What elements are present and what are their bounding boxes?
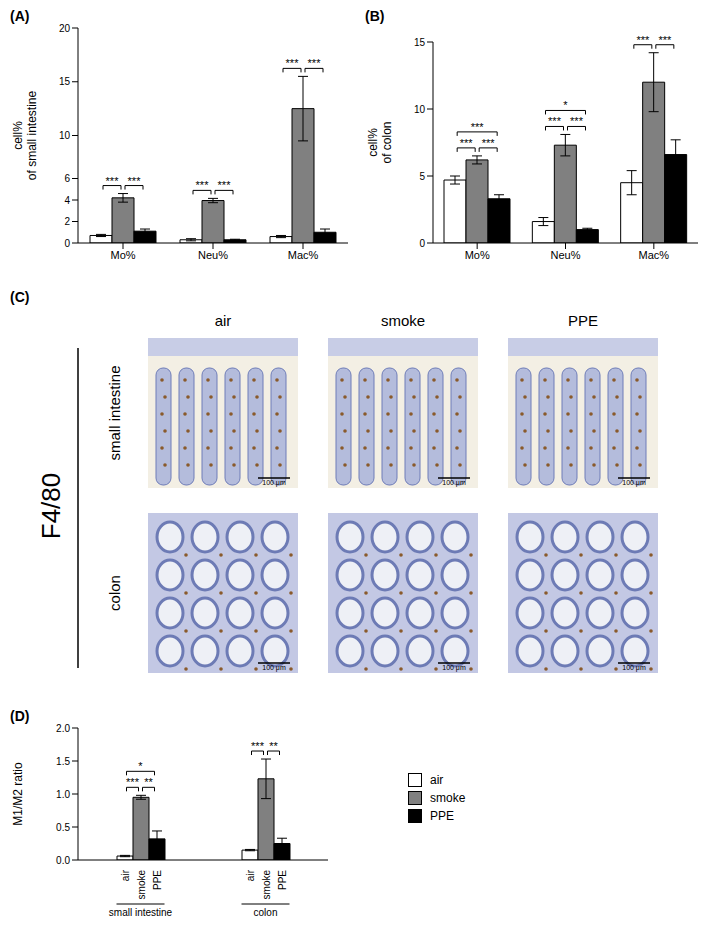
html-text:PPE: PPE (430, 809, 454, 823)
svg-text:2: 2 (64, 216, 70, 227)
svg-text:(D): (D) (10, 708, 29, 724)
svg-text:Mac%: Mac% (288, 249, 319, 261)
svg-text:***: *** (126, 776, 140, 788)
svg-text:PPE: PPE (568, 312, 598, 329)
svg-text:15: 15 (59, 76, 71, 87)
svg-text:20: 20 (59, 23, 71, 34)
svg-text:***: *** (308, 57, 322, 69)
svg-text:0.5: 0.5 (56, 822, 70, 833)
html-text:smoke: smoke (430, 791, 466, 805)
svg-text:0.0: 0.0 (56, 855, 70, 866)
svg-text:(C): (C) (10, 289, 29, 305)
svg-text:air: air (120, 869, 131, 881)
svg-text:cell%: cell% (366, 128, 380, 157)
svg-text:(A): (A) (10, 8, 29, 24)
svg-text:***: *** (128, 175, 142, 187)
svg-text:***: *** (548, 115, 562, 127)
svg-text:Mo%: Mo% (465, 249, 490, 261)
svg-text:***: *** (218, 179, 232, 191)
svg-text:10: 10 (414, 104, 426, 115)
svg-text:***: *** (196, 179, 210, 191)
svg-text:100 μm: 100 μm (622, 664, 646, 672)
svg-text:5: 5 (419, 171, 425, 182)
svg-text:***: *** (286, 57, 300, 69)
svg-text:***: *** (636, 34, 650, 46)
svg-text:M1/M2 ratio: M1/M2 ratio (11, 762, 25, 826)
svg-text:small intestine: small intestine (109, 907, 173, 918)
svg-text:smoke: smoke (381, 312, 425, 329)
svg-text:(B): (B) (365, 8, 384, 24)
svg-text:colon: colon (254, 907, 278, 918)
svg-text:small intestine: small intestine (106, 365, 123, 460)
svg-text:6: 6 (64, 173, 70, 184)
svg-text:***: *** (570, 115, 584, 127)
svg-text:1.0: 1.0 (56, 789, 70, 800)
svg-text:100 μm: 100 μm (622, 479, 646, 487)
svg-text:***: *** (471, 121, 485, 133)
svg-text:100 μm: 100 μm (442, 664, 466, 672)
svg-text:*: * (563, 99, 568, 111)
svg-text:4: 4 (64, 195, 70, 206)
svg-text:colon: colon (106, 575, 123, 611)
svg-text:*: * (138, 760, 143, 772)
svg-text:10: 10 (59, 130, 71, 141)
svg-text:air: air (245, 869, 256, 881)
svg-text:***: *** (106, 175, 120, 187)
svg-text:cell%: cell% (11, 121, 25, 150)
svg-text:***: *** (658, 34, 672, 46)
svg-text:Mac%: Mac% (639, 249, 670, 261)
svg-text:2.0: 2.0 (56, 723, 70, 734)
svg-text:smoke: smoke (136, 870, 147, 900)
svg-text:F4/80: F4/80 (36, 473, 66, 540)
svg-text:Neu%: Neu% (551, 249, 581, 261)
svg-text:of colon: of colon (380, 121, 394, 163)
svg-text:***: *** (482, 137, 496, 149)
svg-text:1.5: 1.5 (56, 756, 70, 767)
svg-text:0: 0 (419, 238, 425, 249)
html-text:air: air (430, 773, 444, 787)
svg-text:PPE: PPE (277, 870, 288, 890)
svg-text:smoke: smoke (261, 870, 272, 900)
svg-text:air: air (215, 312, 232, 329)
svg-text:0: 0 (64, 238, 70, 249)
svg-text:Mo%: Mo% (110, 249, 135, 261)
svg-text:100 μm: 100 μm (262, 479, 286, 487)
svg-text:***: *** (251, 740, 265, 752)
svg-text:Neu%: Neu% (198, 249, 228, 261)
svg-text:**: ** (144, 776, 153, 788)
svg-text:of small intestine: of small intestine (25, 90, 39, 180)
svg-text:100 μm: 100 μm (442, 479, 466, 487)
svg-text:PPE: PPE (152, 870, 163, 890)
svg-text:***: *** (460, 137, 474, 149)
svg-text:15: 15 (414, 37, 426, 48)
svg-text:**: ** (269, 740, 278, 752)
svg-text:100 μm: 100 μm (262, 664, 286, 672)
